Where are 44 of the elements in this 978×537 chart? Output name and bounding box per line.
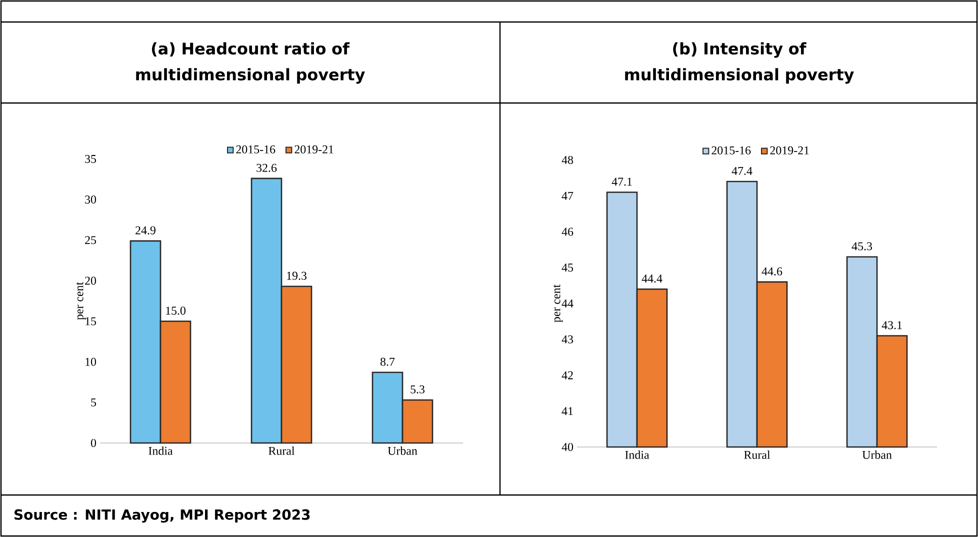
- y-tick-label: 25: [85, 236, 96, 244]
- y-tick-label: 30: [85, 196, 96, 204]
- y-tick-label: 47: [562, 192, 574, 200]
- source-note: Source : NITI Aayog, MPI Report 2023: [14, 509, 310, 523]
- legend-label: 2015-16: [712, 146, 751, 154]
- data-label: 43.1: [882, 321, 902, 330]
- data-label: 47.1: [612, 178, 632, 186]
- y-tick-label: 5: [91, 398, 96, 406]
- x-tick-label: Urban: [862, 450, 892, 459]
- x-tick-label: India: [625, 450, 650, 459]
- y-tick-label: 43: [562, 335, 574, 344]
- data-label: 32.6: [256, 164, 277, 172]
- chart-title: (b) Intensity of multidimensional poverty: [625, 42, 854, 84]
- y-axis-title: per cent: [553, 284, 563, 322]
- y-tick-label: 35: [85, 154, 96, 163]
- data-label: 5.3: [410, 385, 425, 394]
- y-tick-label: 48: [562, 156, 574, 164]
- x-tick-label: Urban: [388, 446, 418, 455]
- y-tick-label: 0: [90, 438, 96, 448]
- y-tick-label: 42: [562, 371, 573, 380]
- y-tick-label: 46: [562, 228, 574, 236]
- data-label: 45.3: [852, 242, 872, 250]
- x-tick-label: India: [148, 446, 173, 455]
- y-tick-label: 44: [562, 300, 574, 308]
- y-axis-title: per cent: [76, 282, 86, 320]
- y-tick-label: 10: [86, 358, 96, 366]
- data-label: 47.4: [732, 166, 752, 175]
- y-tick-label: 45: [562, 264, 574, 272]
- data-label: 8.7: [380, 358, 395, 366]
- legend-label: 2019-21: [770, 146, 809, 154]
- legend-label: 2015-16: [236, 145, 276, 154]
- data-label: 44.6: [762, 267, 782, 276]
- data-label: 24.9: [136, 226, 156, 234]
- legend-label: 2019-21: [294, 145, 334, 154]
- x-tick-label: Rural: [268, 446, 295, 455]
- y-tick-label: 40: [562, 442, 574, 452]
- y-tick-label: 15: [86, 317, 96, 326]
- data-label: 19.3: [287, 272, 307, 280]
- data-label: 15.0: [166, 306, 186, 315]
- x-tick-label: Rural: [744, 450, 770, 459]
- y-tick-label: 20: [85, 276, 96, 285]
- y-tick-label: 41: [562, 407, 573, 416]
- chart-title: (a) Headcount ratio of multidimensional poverty: [136, 42, 365, 84]
- data-label: 44.4: [642, 274, 662, 283]
